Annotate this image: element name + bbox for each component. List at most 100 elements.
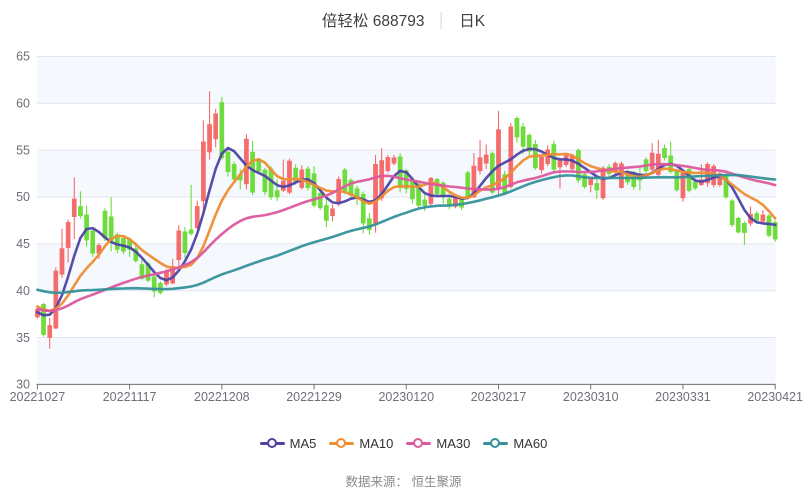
candle-body-down [311, 173, 317, 206]
y-axis-label: 45 [16, 237, 30, 251]
legend-item-ma60[interactable]: MA60 [483, 436, 547, 451]
legend-line-circle-icon [406, 436, 432, 451]
candle-body-down [151, 276, 157, 292]
legend-item-ma5[interactable]: MA5 [259, 436, 316, 451]
data-source-footer: 数据来源： 恒生聚源 [345, 475, 462, 489]
candle-body-down [225, 151, 231, 172]
y-axis-label: 65 [16, 50, 30, 64]
candle-body-up [373, 163, 378, 224]
candle-body-down [742, 223, 747, 233]
candle-body-up [244, 138, 249, 185]
x-axis-label: 20221117 [103, 390, 157, 404]
candle-body-down [735, 217, 741, 233]
split-area-bands [37, 56, 776, 385]
title-separator: │ [437, 12, 447, 28]
x-axis-label: 20230331 [655, 390, 711, 404]
candle-body-down [465, 172, 471, 198]
candle-body-down [231, 163, 237, 180]
ma-line-ma60 [36, 173, 777, 295]
candle-body-down [526, 134, 532, 152]
candle-body-up [194, 206, 200, 229]
legend-item-ma10[interactable]: MA10 [329, 436, 393, 451]
candle-body-up [201, 141, 206, 202]
candle-body-up [71, 198, 77, 217]
candle-body-down [514, 118, 520, 138]
candle-body-up [287, 160, 292, 193]
candle-body-down [766, 215, 772, 236]
candle-body-down [182, 231, 188, 254]
candle-body-down [317, 193, 323, 209]
candle-body-down [434, 178, 440, 194]
stock-name-and-code: 倍轻松 688793 [322, 9, 425, 31]
candle-body-up [588, 178, 594, 186]
candle-body-down [114, 234, 120, 250]
candle-body-down [594, 183, 600, 191]
candle-body-down [41, 304, 46, 335]
legend: MA5 MA10 MA30 MA60 [0, 436, 807, 451]
candle-body-up [213, 113, 219, 140]
candle-body-up [330, 208, 335, 217]
candle-body-down [692, 181, 698, 189]
candle-body-down [78, 206, 83, 217]
candle-body-up [471, 165, 477, 198]
candle-body-down [188, 229, 194, 234]
candle-body-up [649, 152, 655, 170]
ma-line-ma30 [36, 162, 777, 313]
zebra-band [37, 56, 776, 104]
candle-body-up [483, 154, 489, 164]
candle-body-down [256, 159, 262, 172]
candlestick-series[interactable] [35, 91, 778, 349]
legend-label: MA10 [359, 436, 394, 451]
candle-body-down [582, 174, 587, 187]
candle-body-up [59, 248, 65, 275]
candle-body-up [619, 163, 624, 188]
y-axis-label: 40 [16, 284, 30, 298]
x-axis-label: 20230421 [747, 390, 803, 404]
candle-body-down [772, 222, 778, 240]
candle-body-down [102, 210, 108, 239]
candle-body-up [385, 157, 391, 172]
candle-body-down [416, 183, 421, 206]
candle-body-down [422, 199, 428, 206]
candle-body-up [717, 173, 723, 186]
y-axis-label: 50 [16, 190, 30, 204]
candle-body-down [139, 264, 145, 279]
candle-body-up [53, 270, 59, 329]
candle-body-up [760, 214, 766, 222]
x-axis-label: 20230310 [563, 390, 619, 404]
legend-label: MA60 [513, 436, 548, 451]
candle-body-down [686, 169, 692, 191]
chart-title: 倍轻松 688793 │ 日K [0, 9, 807, 31]
x-axis-label: 20221229 [286, 390, 342, 404]
y-axis-label: 35 [16, 331, 30, 345]
x-axis-label: 20221208 [194, 390, 250, 404]
candle-body-down [729, 200, 735, 225]
candle-body-up [207, 124, 212, 153]
candle-body-up [65, 222, 71, 248]
y-axis-label: 60 [16, 97, 30, 111]
x-axis: 20221027 20221117 20221208 20221229 20230120… [10, 383, 803, 404]
candle-body-up [47, 325, 53, 338]
legend-line-circle-icon [329, 436, 355, 451]
candle-body-down [662, 148, 667, 158]
candle-body-down [754, 213, 760, 221]
candle-body-down [674, 171, 680, 191]
candle-body-down [324, 205, 329, 221]
candle-body-down [367, 218, 372, 231]
candle-body-up [600, 167, 606, 199]
candle-body-down [274, 190, 280, 198]
ma-line-ma10 [36, 152, 777, 313]
stock-name: 倍轻松 [321, 13, 369, 30]
x-axis-label: 20230217 [471, 390, 527, 404]
candle-body-up [176, 230, 182, 261]
x-axis-label: 20230120 [378, 390, 434, 404]
candle-body-down [219, 102, 225, 158]
candle-body-up [391, 157, 397, 164]
legend-item-ma30[interactable]: MA30 [406, 436, 470, 451]
chart-period-label: 日K [459, 13, 486, 30]
stock-code: 688793 [372, 13, 425, 30]
candle-body-up [557, 160, 563, 168]
candle-body-down [90, 230, 96, 254]
candle-body-down [262, 169, 268, 193]
